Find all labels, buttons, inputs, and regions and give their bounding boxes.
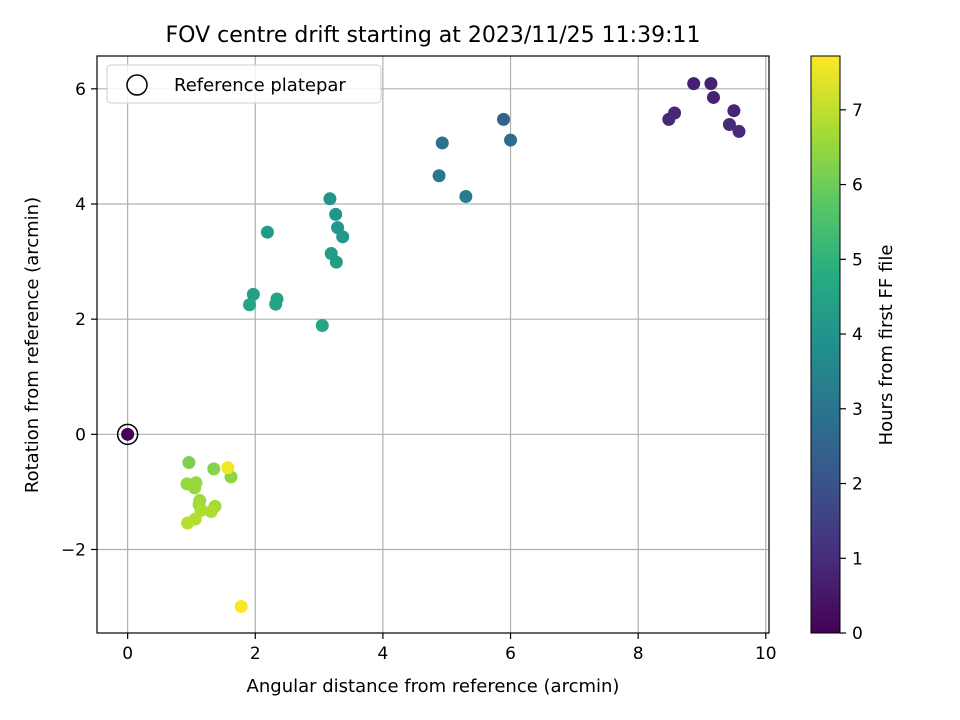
legend-label-reference: Reference platepar [174,75,346,96]
scatter-point [188,481,202,495]
chart-title: FOV centre drift starting at 2023/11/25 … [166,23,701,48]
y-tick-label: −2 [61,541,86,561]
colorbar-gradient [810,55,841,634]
x-axis-ticks: 0 2 4 6 8 10 [122,633,777,664]
colorbar: 0 1 2 3 4 5 6 7 Hours from first FF file [810,55,897,644]
plot-frame [96,55,770,634]
scatter-point [181,516,195,530]
x-tick-label: 8 [633,644,644,664]
colorbar-tick-label: 3 [852,400,863,420]
x-tick-label: 4 [377,644,388,664]
scatter-point [497,112,511,126]
scatter-point [234,600,248,614]
scatter-point [687,77,701,91]
colorbar-tick-label: 0 [852,624,863,644]
scatter-point [323,192,337,206]
y-tick-label: 0 [75,425,86,445]
x-tick-label: 2 [250,644,261,664]
colorbar-ticks: 0 1 2 3 4 5 6 7 [840,101,863,644]
x-tick-label: 6 [505,644,516,664]
colorbar-tick-label: 2 [852,475,863,495]
scatter-point [204,504,218,518]
legend-box [106,64,382,104]
y-tick-label: 6 [75,80,86,100]
scatter-point [435,136,449,150]
scatter-point [504,133,518,147]
scatter-point [706,90,720,104]
scatter-point [459,190,473,204]
colorbar-label: Hours from first FF file [876,245,897,446]
y-tick-label: 2 [75,310,86,330]
scatter-point [336,230,350,244]
scatter-point [704,77,718,91]
legend: Reference platepar [106,64,382,104]
colorbar-tick-label: 7 [852,101,863,121]
scatter-point [732,124,746,138]
scatter-point [662,112,676,126]
scatter-point [329,207,343,221]
scatter-point [329,255,343,269]
scatter-point [727,104,741,118]
scatter-point [246,287,260,301]
grid-lines [97,56,769,633]
plot-area: 0 2 4 6 8 10 −2 0 2 4 6 [61,55,777,664]
legend-marker-reference [126,74,148,96]
x-axis-label: Angular distance from reference (arcmin) [247,676,620,697]
y-tick-label: 4 [75,195,86,215]
y-axis-label: Rotation from reference (arcmin) [22,197,43,493]
scatter-point [432,169,446,183]
scatter-point [121,427,135,441]
x-tick-label: 10 [755,644,777,664]
scatter-point [269,297,283,311]
reference-platepar-marker [116,423,139,446]
scatter-point [243,298,257,312]
y-axis-ticks: −2 0 2 4 6 [61,80,97,561]
colorbar-tick-label: 4 [852,325,863,345]
colorbar-tick-label: 5 [852,250,863,270]
scatter-point [315,318,329,332]
x-tick-label: 0 [122,644,133,664]
scatter-point [182,456,196,470]
scatter-point [260,225,274,239]
colorbar-tick-label: 1 [852,549,863,569]
scatter-points [116,77,746,614]
scatter-point [722,118,736,132]
scatter-point [221,461,235,475]
colorbar-tick-label: 6 [852,176,863,196]
scatter-point [207,462,221,476]
